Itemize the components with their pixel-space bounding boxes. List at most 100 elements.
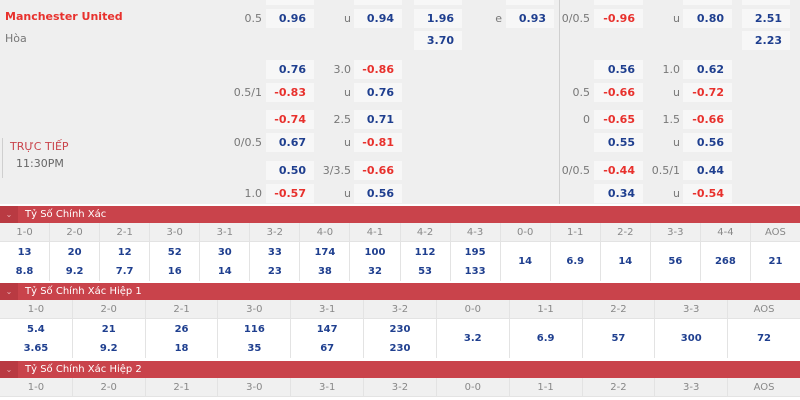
score-odds[interactable]: 21	[101, 323, 116, 335]
score-odds[interactable]: 6.9	[566, 256, 585, 267]
odds-cell-h1-hdp-odds[interactable]: -0.96	[594, 9, 643, 28]
score-odds[interactable]: 268	[714, 256, 736, 267]
score-odds[interactable]: 12	[117, 246, 132, 258]
score-odds[interactable]: 14	[618, 256, 633, 267]
score-odds[interactable]: 5.4	[27, 323, 45, 335]
chevron-down-icon[interactable]: ⌄	[0, 361, 18, 378]
odds-cell-empty	[414, 0, 462, 5]
odds-cell-x12[interactable]: 1.96	[414, 9, 462, 28]
odds-cell-h1-hdp-odds[interactable]: -0.44	[594, 161, 643, 180]
odds-cell-h1-ou-odds[interactable]: 0.80	[683, 9, 732, 28]
section-title: Tỷ Số Chính Xác	[25, 209, 107, 220]
score-odds[interactable]: 8.8	[15, 265, 34, 277]
chevron-down-icon[interactable]: ⌄	[0, 283, 18, 300]
score-odds-group: 230 230	[364, 319, 436, 358]
score-odds[interactable]: 67	[320, 342, 335, 354]
odds-cell-h1-ou-odds[interactable]: -0.54	[683, 184, 732, 203]
score-odds[interactable]: 23	[267, 265, 282, 277]
score-grid: 1-0 2-0 2-1 3-0 3-1 3-2 0-0 1-1 2-2 3-3 AOS	[0, 378, 800, 397]
odds-cell-ou-odds[interactable]: -0.66	[354, 161, 402, 180]
score-odds[interactable]: 3.65	[23, 342, 49, 354]
score-odds-group: 14	[501, 242, 550, 281]
odds-cell-ou-odds[interactable]: -0.86	[354, 60, 402, 79]
section-header[interactable]: ⌄ Tỷ Số Chính Xác Hiệp 1	[0, 283, 800, 300]
score-odds[interactable]: 7.7	[115, 265, 134, 277]
odds-cell-e-odds[interactable]: 0.93	[506, 9, 554, 28]
chevron-down-icon[interactable]: ⌄	[0, 206, 18, 223]
team-name[interactable]: Manchester United	[5, 10, 123, 23]
score-odds[interactable]: 14	[518, 256, 533, 267]
odds-cell-h1-hdp-odds[interactable]: 0.56	[594, 60, 643, 79]
handicap-label-hdp-label: 0.5	[244, 12, 263, 25]
score-odds[interactable]: 147	[316, 323, 338, 335]
odds-cell-h1-ou-odds[interactable]: 0.62	[683, 60, 732, 79]
score-odds[interactable]: 56	[668, 256, 683, 267]
score-odds[interactable]: 32	[368, 265, 382, 277]
score-odds[interactable]: 16	[167, 265, 182, 277]
score-odds[interactable]: 38	[317, 265, 332, 277]
score-odds-group: 26 18	[146, 319, 218, 358]
score-odds[interactable]: 18	[174, 342, 189, 354]
odds-cell-h1-ou-odds[interactable]: 0.56	[683, 133, 732, 152]
score-odds[interactable]: 52	[167, 246, 182, 258]
score-odds[interactable]: 195	[464, 246, 486, 258]
odds-cell-hdp-odds[interactable]: 0.96	[266, 9, 314, 28]
odds-cell-h1-x12[interactable]: 2.23	[742, 31, 790, 50]
odds-cell-hdp-odds[interactable]: -0.74	[266, 110, 314, 129]
odds-cell-ou-odds[interactable]: 0.76	[354, 83, 402, 102]
odds-cell-x12[interactable]: 3.70	[414, 31, 462, 50]
score-odds[interactable]: 9.2	[65, 265, 84, 277]
score-odds[interactable]: 9.2	[99, 342, 118, 354]
score-odds[interactable]: 230	[389, 323, 411, 335]
odds-cell-h1-ou-odds[interactable]: -0.72	[683, 83, 732, 102]
section-header[interactable]: ⌄ Tỷ Số Chính Xác	[0, 206, 800, 223]
score-column: 3-0	[218, 378, 292, 397]
odds-cell-hdp-odds[interactable]: -0.57	[266, 184, 314, 203]
odds-cell-ou-odds[interactable]: -0.81	[354, 133, 402, 152]
odds-cell-hdp-odds[interactable]: 0.50	[266, 161, 314, 180]
score-column: 3-1 147 67	[291, 300, 365, 358]
odds-cell-ou-odds[interactable]: 0.94	[354, 9, 402, 28]
score-label: AOS	[728, 300, 800, 319]
handicap-label-h1-hdp-label: 0.5	[572, 86, 591, 99]
section-header[interactable]: ⌄ Tỷ Số Chính Xác Hiệp 2	[0, 361, 800, 378]
odds-cell-h1-hdp-odds[interactable]: 0.34	[594, 184, 643, 203]
odds-cell-h1-hdp-odds[interactable]: 0.55	[594, 133, 643, 152]
odds-cell-h1-x12[interactable]: 2.51	[742, 9, 790, 28]
score-label: 3-3	[650, 223, 700, 242]
score-odds[interactable]: 112	[414, 246, 436, 258]
score-column: 2-1 12 7.7	[100, 223, 151, 281]
score-odds[interactable]: 230	[389, 342, 411, 354]
score-label: 1-0	[0, 378, 72, 397]
score-odds[interactable]: 3.2	[463, 333, 482, 344]
score-odds[interactable]: 21	[768, 256, 783, 267]
score-odds[interactable]: 100	[364, 246, 386, 258]
score-odds[interactable]: 13	[17, 246, 32, 258]
score-odds[interactable]: 72	[757, 333, 771, 344]
score-odds[interactable]: 6.9	[536, 333, 555, 344]
score-label: 2-2	[582, 300, 655, 319]
odds-cell-h1-ou-odds[interactable]: 0.44	[683, 161, 732, 180]
score-odds[interactable]: 133	[464, 265, 486, 277]
score-odds[interactable]: 14	[217, 265, 232, 277]
score-column: 3-3 56	[650, 223, 701, 281]
score-odds[interactable]: 300	[680, 333, 702, 344]
score-odds[interactable]: 30	[217, 246, 232, 258]
odds-cell-hdp-odds[interactable]: -0.83	[266, 83, 314, 102]
odds-cell-ou-odds[interactable]: 0.71	[354, 110, 402, 129]
score-odds[interactable]: 174	[314, 246, 336, 258]
score-odds[interactable]: 116	[243, 323, 265, 335]
odds-cell-h1-ou-odds[interactable]: -0.66	[683, 110, 732, 129]
odds-cell-ou-odds[interactable]: 0.56	[354, 184, 402, 203]
odds-cell-h1-hdp-odds[interactable]: -0.66	[594, 83, 643, 102]
odds-cell-hdp-odds[interactable]: 0.76	[266, 60, 314, 79]
score-odds[interactable]: 20	[67, 246, 82, 258]
score-odds[interactable]: 35	[247, 342, 262, 354]
odds-cell-hdp-odds[interactable]: 0.67	[266, 133, 314, 152]
score-label: 1-0	[0, 223, 50, 242]
score-odds[interactable]: 53	[418, 265, 432, 277]
score-odds[interactable]: 57	[611, 333, 626, 344]
score-odds[interactable]: 33	[267, 246, 282, 258]
odds-cell-h1-hdp-odds[interactable]: -0.65	[594, 110, 643, 129]
score-odds[interactable]: 26	[174, 323, 189, 335]
